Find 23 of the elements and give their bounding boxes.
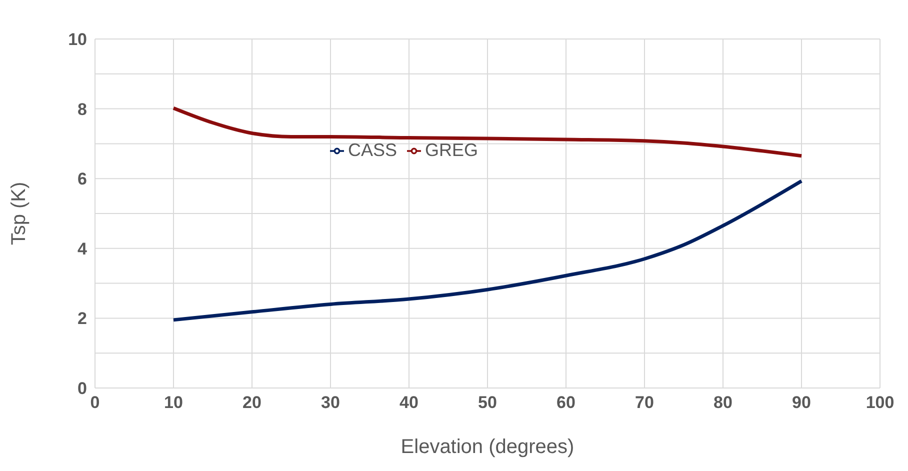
legend-label: GREG	[425, 140, 478, 160]
x-axis-title: Elevation (degrees)	[400, 436, 574, 458]
x-tick-label: 40	[400, 393, 418, 412]
x-tick-label: 60	[556, 393, 576, 412]
x-tick-label: 30	[321, 393, 340, 412]
x-tick-label: 100	[866, 393, 894, 412]
x-tick-label: 0	[90, 393, 100, 412]
x-tick-label: 70	[635, 393, 654, 412]
legend-label: CASS	[348, 140, 398, 160]
line-series	[172, 106, 804, 158]
x-tick-label: 50	[478, 393, 497, 412]
y-tick-label: 10	[68, 30, 87, 50]
y-tick-label: 4	[78, 239, 88, 258]
line-series	[172, 179, 804, 322]
y-tick-label: 6	[78, 170, 87, 189]
y-tick-label: 2	[78, 309, 87, 328]
y-axis-title: Tsp (K)	[8, 182, 30, 246]
y-tick-label: 0	[78, 379, 87, 398]
y-tick-label: 8	[78, 100, 87, 119]
x-tick-label: 80	[714, 393, 732, 412]
x-tick-label: 90	[792, 393, 811, 412]
x-tick-label: 20	[242, 393, 262, 412]
x-tick-label: 10	[164, 393, 183, 412]
